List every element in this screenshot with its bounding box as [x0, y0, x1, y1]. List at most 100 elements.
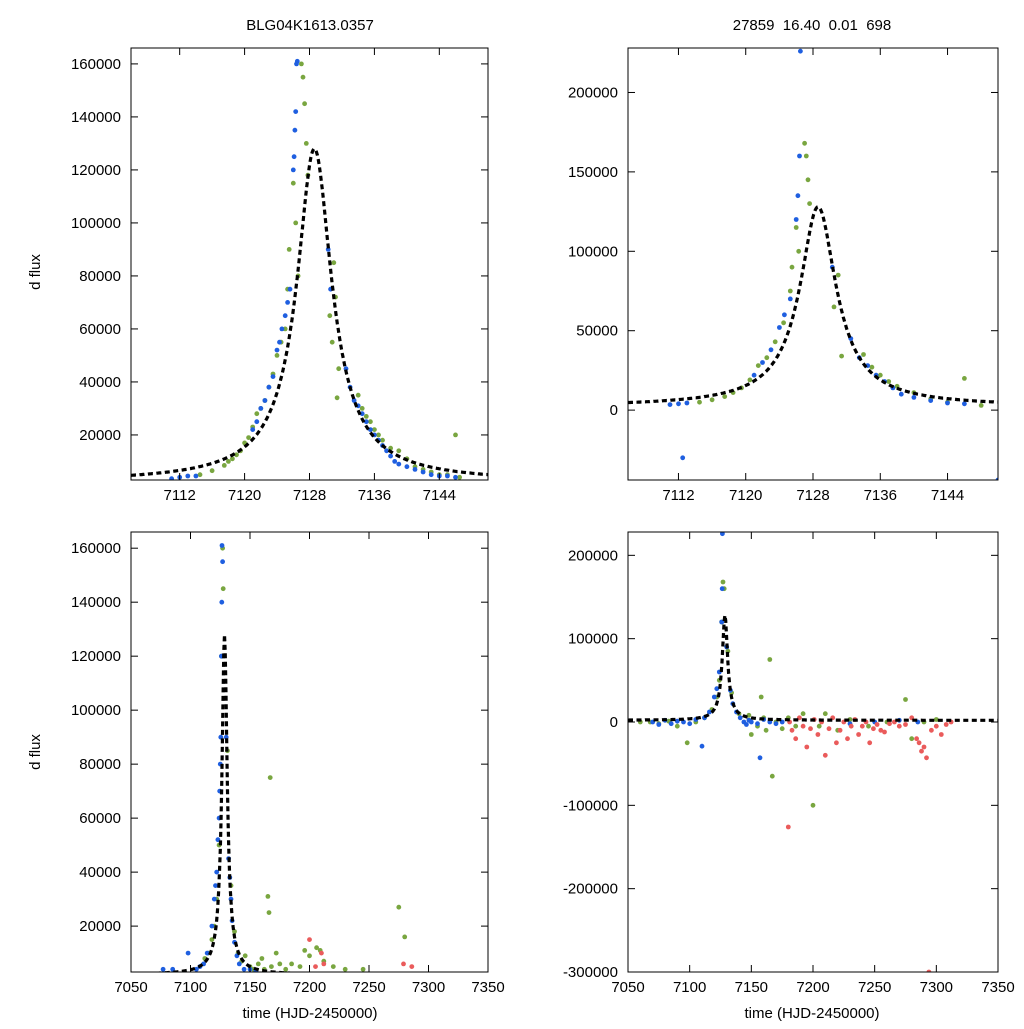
- data-point-green: [962, 376, 967, 381]
- data-point-green: [197, 472, 203, 478]
- data-point-blue: [720, 532, 725, 537]
- data-point-blue: [359, 411, 365, 417]
- plot-area: [628, 532, 998, 972]
- x-axis-label: time (HJD-2450000): [744, 1005, 879, 1022]
- data-point-blue: [793, 217, 799, 222]
- data-point-green: [336, 366, 342, 372]
- data-point-red: [313, 964, 318, 969]
- y-tick-label: 80000: [79, 756, 121, 773]
- data-point-green: [720, 579, 726, 585]
- data-point-green: [372, 427, 377, 432]
- data-point-blue: [160, 966, 166, 972]
- data-point-green: [772, 339, 778, 345]
- data-point-green: [886, 379, 892, 384]
- y-tick-label: -100000: [563, 797, 618, 814]
- data-point-red: [837, 727, 843, 733]
- data-point-green: [769, 773, 775, 779]
- x-axis-label: time (HJD-2450000): [242, 1005, 377, 1022]
- data-point-green: [246, 435, 252, 440]
- data-point-green: [314, 945, 319, 951]
- data-point-blue: [396, 461, 402, 467]
- data-point-green: [748, 732, 754, 737]
- y-tick-label: -300000: [563, 964, 618, 981]
- data-point-blue: [285, 300, 290, 305]
- data-point-green: [822, 711, 828, 717]
- data-point-red: [808, 726, 813, 732]
- data-point-green: [303, 141, 309, 146]
- data-point-green: [269, 964, 274, 969]
- data-point-green: [779, 726, 785, 732]
- data-point-green: [286, 247, 292, 252]
- y-tick-label: 0: [610, 402, 618, 419]
- data-point-blue: [428, 472, 434, 478]
- data-point-blue: [250, 427, 256, 432]
- data-point-blue: [169, 476, 174, 480]
- data-point-green: [302, 101, 307, 107]
- data-point-green: [805, 177, 811, 183]
- x-tick-label: 7100: [673, 979, 706, 996]
- data-point-green: [978, 403, 984, 408]
- data-point-green: [289, 961, 294, 967]
- data-point-green: [267, 775, 273, 780]
- data-point-blue: [213, 883, 218, 888]
- model-curve: [131, 146, 488, 477]
- data-point-green: [334, 395, 340, 401]
- data-point-blue: [656, 722, 662, 727]
- panel-bottom-left: d flux time (HJD-2450000) 7050 7100 7150 72…: [27, 531, 505, 1022]
- data-point-blue: [711, 694, 717, 700]
- panel-top-left: BLG04K1613.0357 d flux 7112 7120 7128 7136 7…: [27, 17, 489, 504]
- data-point-green: [307, 953, 312, 959]
- data-point-green: [297, 964, 303, 969]
- data-point-blue: [412, 467, 418, 472]
- data-point-blue: [773, 721, 779, 727]
- data-point-green: [793, 225, 799, 230]
- data-point-blue: [719, 586, 725, 592]
- data-point-green: [302, 948, 308, 953]
- data-point-red: [919, 748, 924, 754]
- data-point-red: [938, 732, 944, 737]
- data-point-green: [781, 320, 786, 326]
- data-point-green: [234, 452, 239, 458]
- plot-frame: [130, 47, 489, 481]
- data-point-green: [835, 272, 841, 278]
- data-point-green: [789, 264, 795, 270]
- data-point-green: [831, 304, 837, 310]
- data-point-green: [800, 711, 806, 717]
- plot-area: [628, 48, 998, 480]
- x-tick-label: 7200: [796, 979, 829, 996]
- data-point-red: [793, 736, 799, 742]
- plot-frame: [130, 531, 489, 973]
- x-tick-label: 7136: [864, 487, 897, 504]
- data-point-blue: [777, 325, 782, 330]
- data-point-blue: [453, 474, 458, 480]
- data-point-green: [273, 950, 279, 956]
- data-point-red: [878, 727, 884, 733]
- data-point-red: [882, 729, 887, 735]
- data-point-green: [866, 723, 871, 729]
- y-tick-label: 20000: [79, 918, 121, 935]
- data-point-green: [232, 929, 237, 934]
- data-point-green: [329, 339, 335, 345]
- y-tick-label: 140000: [71, 109, 121, 126]
- y-axis-label: d flux: [27, 734, 44, 770]
- data-point-green: [802, 140, 807, 146]
- y-tick-label: 20000: [79, 427, 121, 444]
- data-point-red: [834, 740, 839, 746]
- data-point-blue: [219, 599, 225, 605]
- data-point-blue: [751, 372, 757, 378]
- data-point-green: [255, 961, 261, 967]
- x-tick-label: 7112: [164, 487, 196, 504]
- data-point-blue: [282, 313, 288, 319]
- data-point-red: [914, 736, 919, 742]
- data-point-green: [265, 894, 271, 899]
- data-point-blue: [699, 743, 705, 749]
- data-point-blue: [211, 896, 217, 902]
- x-tick-label: 7144: [931, 487, 964, 504]
- y-tick-label: 200000: [568, 547, 618, 564]
- model-curve: [628, 615, 998, 722]
- data-point-blue: [270, 374, 276, 379]
- data-point-green: [360, 966, 366, 972]
- data-point-red: [307, 937, 312, 942]
- data-point-blue: [258, 406, 264, 411]
